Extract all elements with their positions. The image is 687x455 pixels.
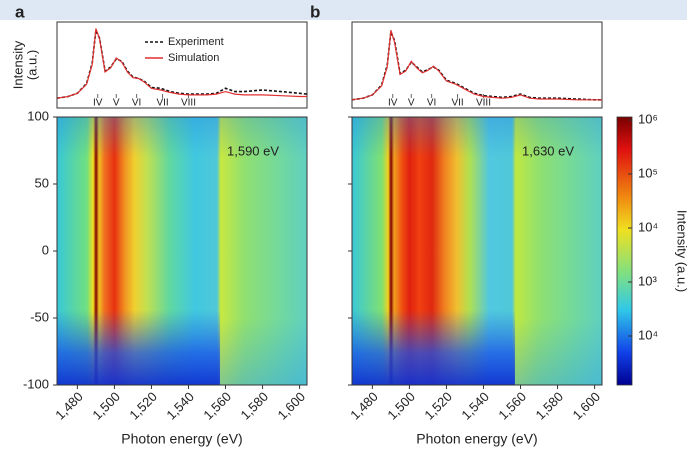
peak-label: VI (427, 98, 436, 109)
spectrum-line (56, 27, 308, 99)
colorbar-tick-label: 10⁵ (638, 165, 658, 180)
x-tick-label: 1,600 (275, 389, 309, 423)
spectrum-y-label: Intensity (10, 40, 25, 89)
heatmap-shade (514, 117, 602, 385)
x-tick-label: 1,560 (495, 389, 529, 423)
colorbar-tick-label: 10⁶ (638, 111, 658, 126)
colorbar-tick-label: 10⁴ (638, 327, 658, 342)
spectrum-line (351, 30, 602, 101)
x-tick-label: 1,600 (570, 389, 604, 423)
panel-label: a (15, 2, 25, 21)
x-tick-label: 1,580 (237, 389, 271, 423)
panel-label: b (310, 2, 320, 21)
spectrum-frame (56, 21, 308, 109)
x-tick-label: 1,540 (163, 389, 197, 423)
spectrum-y-label: (a.u.) (24, 50, 39, 80)
peak-label: VI (132, 98, 141, 109)
peak-label: V (113, 98, 120, 109)
x-tick-label: 1,540 (458, 389, 492, 423)
spectrum-frame (351, 21, 603, 109)
x-tick-label: 1,500 (384, 389, 418, 423)
x-tick-label: 1,560 (200, 389, 234, 423)
peak-label: IV (93, 98, 103, 109)
colorbar-tick-label: 10³ (638, 273, 657, 288)
x-tick-label: 1,500 (89, 389, 123, 423)
peak-label: V (408, 98, 415, 109)
x-tick-label: 1,480 (52, 389, 86, 423)
y-tick-label: -100 (23, 376, 49, 391)
peak-label: VII (156, 98, 168, 109)
x-axis-label: Photon energy (eV) (416, 431, 537, 447)
x-tick-label: 1,520 (126, 389, 160, 423)
colorbar-label: Intensity (a.u.) (675, 210, 687, 292)
colorbar (616, 116, 633, 386)
legend-label: Experiment (168, 36, 224, 48)
spectrum-line (56, 28, 307, 99)
y-tick-label: 50 (35, 175, 49, 190)
peak-label: VIII (476, 98, 491, 109)
x-axis-label: Photon energy (eV) (121, 431, 242, 447)
heatmap-shade (219, 117, 307, 385)
y-tick-label: -50 (30, 309, 49, 324)
peak-label: VII (451, 98, 463, 109)
y-tick-label: 0 (42, 242, 49, 257)
heatmap-shade (57, 117, 220, 385)
x-tick-label: 1,580 (532, 389, 566, 423)
peak-label: VIII (181, 98, 196, 109)
colorbar-tick-label: 10⁴ (638, 219, 658, 234)
x-tick-label: 1,480 (347, 389, 381, 423)
heatmap-shade (352, 117, 515, 385)
header-band (0, 0, 687, 20)
peak-label: IV (388, 98, 398, 109)
x-tick-label: 1,520 (421, 389, 455, 423)
energy-annotation: 1,630 eV (522, 143, 574, 158)
energy-annotation: 1,590 eV (227, 143, 279, 158)
y-tick-label: 100 (27, 108, 49, 123)
legend-label: Simulation (168, 52, 219, 64)
